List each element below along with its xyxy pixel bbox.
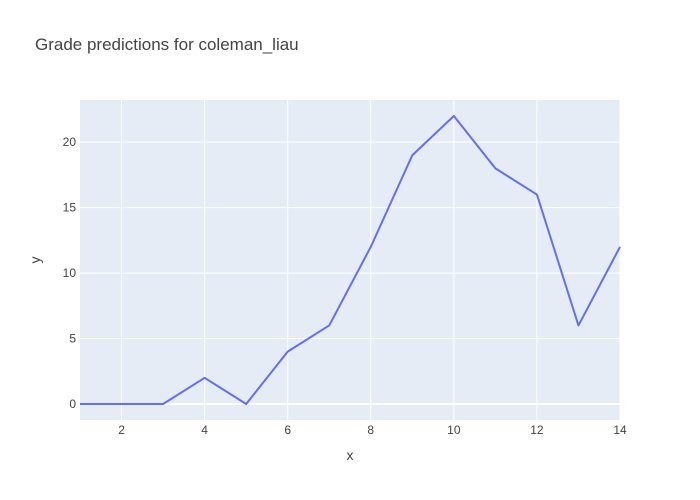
- tick-labels: 2 4 6 8 10 12 14 0 5 10 15 20: [63, 135, 627, 437]
- x-tick-label: 14: [613, 423, 627, 437]
- x-axis-label: x: [347, 447, 354, 463]
- x-tick-label: 10: [447, 423, 461, 437]
- x-tick-label: 8: [367, 423, 374, 437]
- x-tick-label: 2: [118, 423, 125, 437]
- y-tick-label: 20: [63, 135, 77, 149]
- series-line-0: [80, 114, 621, 406]
- y-tick-label: 5: [69, 332, 76, 346]
- plot-area: [80, 100, 620, 420]
- series-layer: [80, 114, 621, 406]
- x-tick-label: 4: [201, 423, 208, 437]
- y-tick-label: 10: [63, 266, 77, 280]
- grid: [80, 100, 621, 420]
- y-tick-label: 15: [63, 201, 77, 215]
- x-tick-label: 12: [530, 423, 544, 437]
- chart-title: Grade predictions for coleman_liau: [35, 35, 299, 54]
- y-axis-label: y: [27, 257, 43, 264]
- y-tick-label: 0: [69, 397, 76, 411]
- x-tick-label: 6: [284, 423, 291, 437]
